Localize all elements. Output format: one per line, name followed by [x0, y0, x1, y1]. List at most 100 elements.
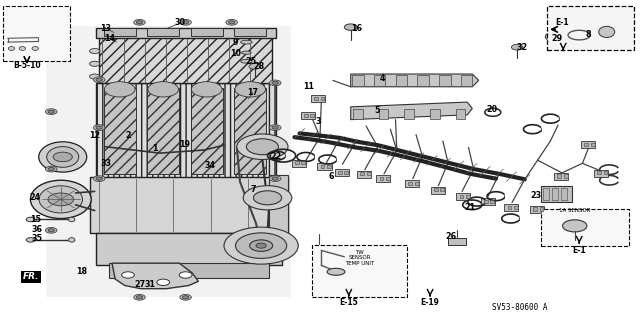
Bar — [317, 163, 332, 170]
Text: 19: 19 — [179, 140, 190, 149]
Ellipse shape — [45, 166, 57, 172]
Ellipse shape — [68, 217, 75, 222]
Bar — [460, 195, 463, 198]
Circle shape — [191, 82, 222, 97]
Text: SENSOR: SENSOR — [348, 255, 371, 260]
Bar — [415, 182, 419, 185]
Bar — [466, 195, 470, 198]
Bar — [481, 198, 495, 205]
Circle shape — [157, 279, 170, 286]
Text: 18: 18 — [76, 267, 88, 276]
Ellipse shape — [68, 238, 75, 242]
Bar — [461, 75, 472, 86]
Ellipse shape — [134, 19, 145, 25]
Bar — [191, 28, 223, 36]
Bar — [581, 141, 595, 148]
Bar — [561, 188, 567, 200]
Text: E-15: E-15 — [339, 298, 358, 307]
Bar — [456, 193, 470, 200]
Text: E-1: E-1 — [572, 246, 586, 255]
Ellipse shape — [269, 80, 281, 86]
Bar — [367, 172, 371, 175]
Text: 14: 14 — [104, 34, 116, 43]
Text: TW: TW — [355, 250, 364, 255]
Text: 23: 23 — [531, 191, 542, 200]
Text: E-19: E-19 — [420, 298, 440, 307]
Ellipse shape — [180, 19, 191, 25]
Ellipse shape — [545, 33, 558, 41]
Bar — [490, 200, 494, 203]
Text: 22: 22 — [271, 152, 282, 161]
Bar — [533, 207, 537, 211]
Bar — [301, 161, 305, 164]
Ellipse shape — [38, 142, 87, 172]
Circle shape — [96, 78, 102, 81]
Bar — [405, 180, 419, 187]
Ellipse shape — [134, 294, 145, 300]
Bar — [404, 109, 414, 119]
Circle shape — [90, 61, 100, 66]
Text: 34: 34 — [204, 161, 216, 170]
Text: 9: 9 — [233, 38, 238, 47]
Ellipse shape — [327, 268, 345, 275]
Circle shape — [272, 126, 278, 129]
Bar — [597, 171, 601, 174]
Bar — [552, 188, 558, 200]
Circle shape — [96, 126, 102, 129]
Bar — [99, 37, 272, 83]
Ellipse shape — [93, 77, 105, 83]
Text: 17: 17 — [247, 88, 259, 97]
Circle shape — [96, 177, 102, 180]
Text: 25: 25 — [245, 57, 257, 66]
Ellipse shape — [47, 147, 79, 167]
Ellipse shape — [269, 125, 281, 130]
Text: 15: 15 — [29, 215, 41, 224]
Text: 1: 1 — [152, 144, 157, 153]
Bar — [335, 169, 349, 176]
Circle shape — [237, 134, 288, 160]
Bar — [408, 182, 412, 185]
Bar — [386, 177, 390, 180]
Bar — [431, 187, 445, 194]
Text: TEMP UNIT: TEMP UNIT — [345, 261, 374, 266]
Text: 35: 35 — [31, 234, 43, 243]
Bar — [269, 175, 288, 233]
Polygon shape — [351, 102, 472, 120]
Text: 12: 12 — [89, 131, 100, 140]
Bar — [484, 200, 488, 203]
Bar — [440, 188, 444, 191]
Text: 2: 2 — [125, 131, 131, 140]
Ellipse shape — [241, 59, 252, 63]
Bar — [96, 233, 282, 265]
Circle shape — [48, 229, 54, 232]
Bar — [448, 238, 466, 245]
Text: 6: 6 — [329, 172, 334, 181]
Bar — [304, 114, 308, 117]
Circle shape — [48, 167, 54, 171]
Text: 33: 33 — [100, 159, 111, 168]
Bar — [147, 28, 179, 36]
Bar — [295, 161, 299, 164]
Bar — [508, 206, 511, 209]
Circle shape — [182, 21, 189, 24]
Bar — [327, 165, 331, 168]
Text: 26: 26 — [445, 232, 457, 241]
Text: 3: 3 — [316, 117, 321, 126]
Text: 20: 20 — [486, 105, 497, 114]
Circle shape — [122, 272, 134, 278]
Ellipse shape — [587, 30, 601, 37]
Ellipse shape — [226, 19, 237, 25]
Text: 21: 21 — [465, 204, 476, 212]
Text: 13: 13 — [100, 24, 111, 33]
Bar — [90, 177, 288, 233]
Bar — [396, 75, 407, 86]
Text: 36: 36 — [31, 225, 43, 234]
Circle shape — [148, 82, 179, 97]
Circle shape — [243, 186, 292, 210]
Circle shape — [136, 296, 143, 299]
Bar — [321, 165, 324, 168]
Circle shape — [136, 21, 143, 24]
Ellipse shape — [563, 220, 587, 232]
Bar — [360, 172, 364, 175]
Circle shape — [104, 82, 135, 97]
